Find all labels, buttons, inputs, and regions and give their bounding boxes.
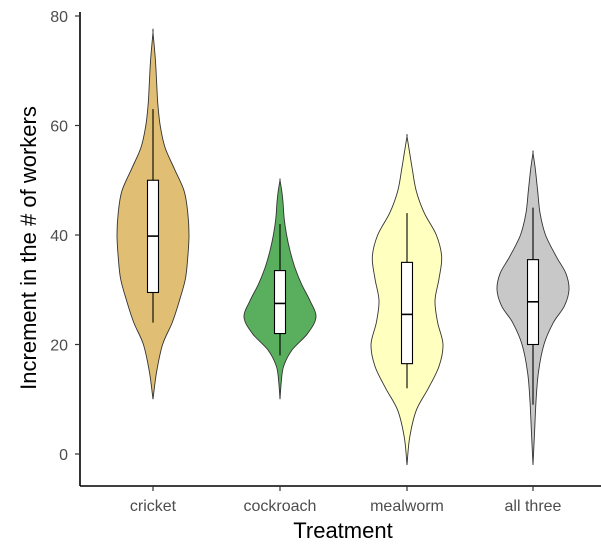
boxes-layer xyxy=(146,109,540,405)
x-tick-label-cricket: cricket xyxy=(130,498,177,515)
y-axis-title: Increment in the # of workers xyxy=(16,106,41,390)
box-mealworm xyxy=(400,261,414,365)
x-tick-label-cockroach: cockroach xyxy=(244,498,317,515)
y-tick-label-0: 0 xyxy=(59,447,68,464)
y-tick-label-60: 60 xyxy=(50,119,68,136)
y-tick-label-80: 80 xyxy=(50,9,68,26)
x-axis-title: Treatment xyxy=(293,518,392,543)
y-tick-label-20: 20 xyxy=(50,338,68,355)
violins-layer xyxy=(116,28,570,465)
x-tick-label-mealworm: mealworm xyxy=(370,498,444,515)
x-ticks: cricket cockroach mealworm all three xyxy=(130,486,562,515)
y-tick-label-40: 40 xyxy=(50,228,68,245)
x-tick-label-all-three: all three xyxy=(505,498,562,515)
box-cockroach xyxy=(273,270,287,335)
y-ticks: 0 20 40 60 80 xyxy=(50,9,80,464)
